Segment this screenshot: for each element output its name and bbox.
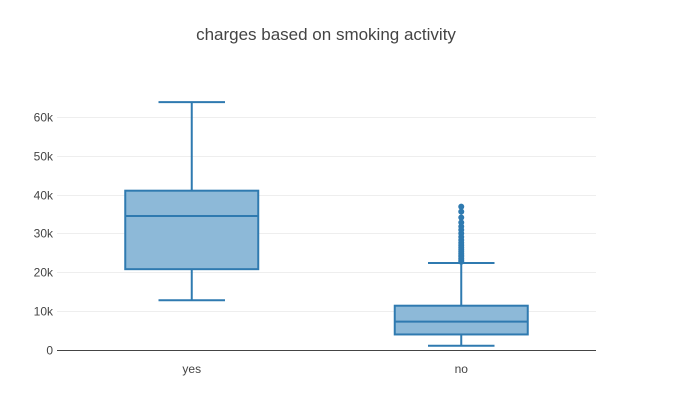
y-tick-label: 20k [34, 266, 54, 280]
y-tick-label: 10k [34, 305, 54, 319]
outlier-point [458, 219, 465, 226]
outlier-point [458, 203, 465, 210]
outlier-point [458, 214, 465, 221]
y-tick-label: 0 [46, 344, 53, 358]
x-axis-ticks: yes no [182, 362, 468, 376]
box-no[interactable] [393, 203, 529, 347]
box-body [393, 304, 529, 336]
y-tick-label: 30k [34, 227, 54, 241]
box-series [124, 101, 529, 347]
box-body [124, 189, 260, 271]
box-yes[interactable] [124, 101, 260, 302]
y-tick-label: 40k [34, 189, 54, 203]
y-tick-label: 50k [34, 150, 54, 164]
y-tick-label: 60k [34, 111, 54, 125]
y-axis-ticks: 0 10k 20k 30k 40k 50k 60k [34, 111, 54, 358]
x-tick-label: yes [182, 362, 201, 376]
x-tick-label: no [455, 362, 469, 376]
outlier-point [458, 208, 465, 215]
chart-title: charges based on smoking activity [196, 25, 456, 44]
